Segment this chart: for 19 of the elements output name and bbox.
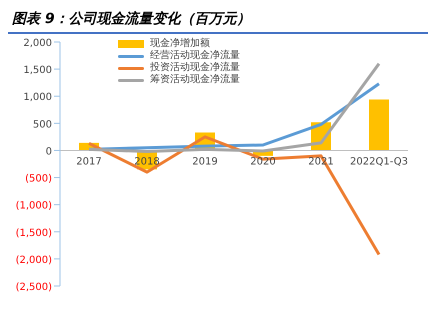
bar — [369, 99, 389, 150]
y-tick-label: (2,500) — [16, 282, 52, 293]
y-tick-label: 1,000 — [23, 92, 52, 104]
y-tick-label: 2,000 — [23, 38, 52, 49]
x-tick-label: 2017 — [76, 156, 102, 168]
y-tick-label: (1,000) — [16, 200, 52, 212]
y-tick-label: 500 — [32, 119, 52, 130]
y-tick-label: 1,500 — [23, 65, 52, 76]
x-tick-label: 2019 — [192, 156, 218, 168]
y-tick-label: (1,500) — [16, 228, 52, 239]
x-tick-label: 2022Q1-Q3 — [350, 156, 408, 168]
legend-label: 现金净增加额 — [150, 38, 210, 50]
y-tick-label: 0 — [46, 146, 52, 158]
y-tick-label: (500) — [25, 174, 52, 185]
legend-label: 投资活动现金净流量 — [150, 62, 240, 74]
legend-label: 筹资活动现金净流量 — [150, 74, 240, 86]
y-tick-label: (2,000) — [16, 254, 52, 266]
chart-title: 图表 9：公司现金流量变化（百万元） — [8, 8, 428, 34]
legend-label: 经营活动现金净流量 — [150, 50, 240, 62]
